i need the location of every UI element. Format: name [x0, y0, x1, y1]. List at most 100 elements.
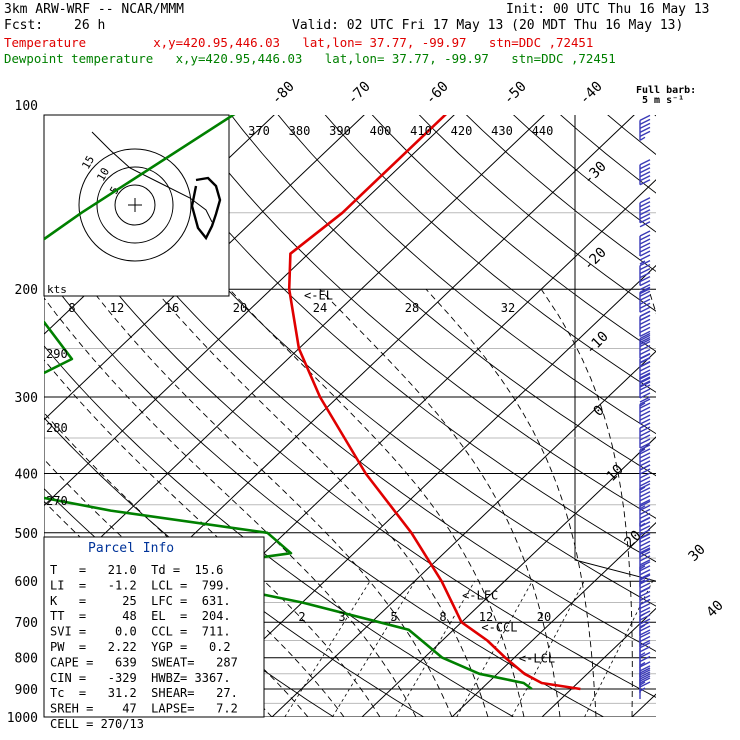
wind-barb-flag	[639, 332, 651, 340]
dry-adiabat-line	[44, 196, 656, 698]
isotherm-label: 20	[622, 528, 645, 551]
wind-barb	[639, 422, 651, 453]
wind-barb-flag	[639, 396, 651, 403]
wind-barb-flag	[639, 271, 651, 279]
parcel-info-row: K = 25 LFC = 631.	[50, 594, 231, 608]
wind-barb-flag	[639, 540, 651, 547]
wind-barb-flag	[639, 480, 651, 487]
wind-scale-label: 20	[233, 301, 247, 315]
wind-barb-flag	[639, 353, 651, 360]
sounding-series	[44, 115, 581, 691]
wind-barb-flag	[639, 380, 651, 387]
wind-barb-flag	[639, 314, 651, 322]
mixing-ratio-line	[456, 581, 533, 717]
wind-barb-flag	[639, 287, 651, 295]
wind-barb-flag	[639, 667, 651, 674]
pressure-tick-label: 200	[15, 283, 38, 298]
wind-barb	[639, 483, 651, 510]
mixing-ratio-label: 5	[390, 610, 397, 624]
parcel-info-row: T = 21.0 Td = 15.6	[50, 563, 223, 577]
wind-barb-flag	[639, 590, 651, 598]
wind-barb-flag	[639, 491, 651, 498]
wind-barb-flag	[639, 376, 651, 383]
wind-barb-flag	[639, 573, 651, 580]
mixing-ratio-line	[395, 581, 475, 717]
wind-barb	[639, 259, 651, 295]
wind-barb-flag	[639, 586, 651, 594]
wind-barb-flag	[639, 357, 651, 364]
moist-adiabat-line	[648, 289, 656, 315]
wind-barb-flag	[639, 163, 651, 170]
mixing-ratio-label: 2	[298, 610, 305, 624]
wind-barb-flag	[639, 250, 651, 257]
dry-adiabat-line	[689, 105, 740, 717]
parcel-info-row: TT = 48 EL = 204.	[50, 609, 231, 623]
wind-barb-flag	[639, 476, 651, 483]
isotherm-label: -80	[269, 79, 298, 108]
wind-barb-flag	[639, 438, 651, 445]
dry-adiabat-line	[230, 115, 656, 477]
wind-barb	[639, 159, 651, 186]
wind-barb-flag	[639, 175, 651, 182]
wind-barb	[639, 353, 651, 388]
wind-barb-flag	[639, 669, 651, 676]
wind-barb-flag	[639, 365, 651, 372]
mixing-ratio-label: 8	[439, 610, 446, 624]
init-time: Init: 00 UTC Thu 16 May 13	[506, 2, 710, 17]
wind-barb-flag	[639, 500, 651, 507]
wind-barb-flag	[639, 179, 651, 186]
forecast-hour: 26 h	[74, 18, 106, 33]
theta-e-label: 290	[46, 347, 68, 361]
isotherm-line	[271, 350, 656, 717]
wind-barb-flag	[639, 159, 651, 166]
wind-barb-flag	[639, 499, 651, 506]
wind-scale-label: 8	[68, 301, 75, 315]
wind-barb-flag	[639, 130, 651, 137]
wind-barb-flag	[639, 221, 651, 228]
pressure-tick-label: 800	[15, 652, 38, 667]
wind-barb-flag	[639, 651, 651, 659]
wind-barb-flag	[639, 681, 651, 688]
temperature-legend: Temperature x,y=420.95,446.03 lat,lon= 3…	[4, 35, 594, 50]
wind-barb-flag	[639, 655, 651, 663]
pressure-tick-label: 600	[15, 575, 38, 590]
wind-barb-flag	[639, 618, 651, 625]
model-title: 3km ARW-WRF -- NCAR/MMM	[4, 2, 185, 17]
hodograph-ring	[96, 166, 174, 244]
moist-adiabat-line	[229, 288, 525, 717]
wind-barb-flag	[639, 336, 651, 344]
wind-barb-flag	[639, 561, 651, 568]
wind-barb-flag	[639, 267, 651, 275]
wind-barb-flag	[639, 338, 651, 346]
wind-barb-flag	[639, 675, 651, 682]
wind-barb	[639, 310, 651, 346]
wind-barb-flag	[639, 414, 651, 421]
isotherm-line	[631, 693, 656, 717]
wind-barb-flag	[639, 569, 651, 576]
wind-barb-flag	[639, 118, 651, 125]
mixing-ratio-line	[332, 581, 416, 717]
wind-barb-flag	[639, 234, 651, 241]
wind-barb-flag	[639, 574, 651, 581]
dry-adiabat-line	[736, 105, 740, 717]
isotherm-label: -10	[583, 329, 612, 358]
dry-adiabat-line	[183, 115, 656, 519]
wind-barb-flag	[639, 310, 651, 318]
wind-barb	[639, 372, 651, 407]
wind-barb-flag	[639, 673, 651, 680]
dry-adiabat-line	[654, 115, 656, 117]
wind-barb-flag	[639, 402, 651, 409]
dry-adiabat-line	[44, 345, 514, 717]
level-marker-label: <-EL	[304, 288, 333, 302]
barb-legend-title: Full barb:	[636, 85, 696, 96]
wind-barb-flag	[639, 302, 651, 309]
mixing-ratio-line	[511, 581, 585, 717]
theta-label: 380	[289, 124, 311, 138]
wind-barb-flag	[639, 384, 651, 391]
wind-barb-flag	[639, 418, 651, 425]
wind-barb-half-flag	[639, 505, 646, 510]
isotherm-label: -60	[423, 79, 452, 108]
wind-barb-flag	[639, 559, 651, 566]
wind-barb-flag	[639, 629, 651, 636]
